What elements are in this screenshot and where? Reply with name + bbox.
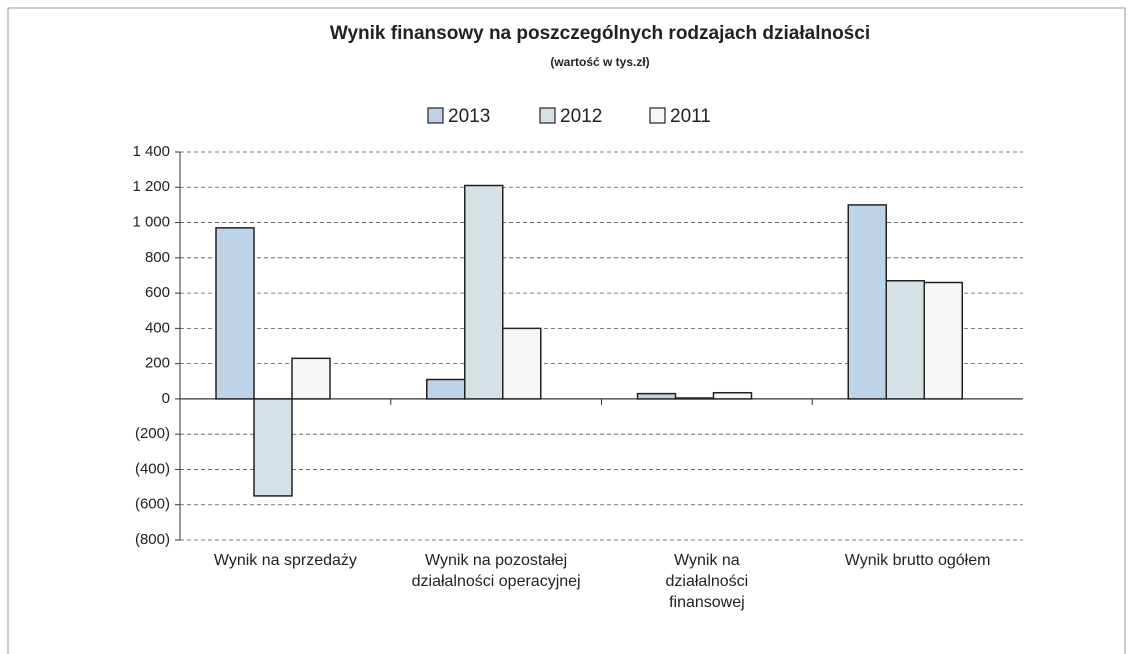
legend-label: 2013 (448, 106, 490, 127)
bar (464, 184, 504, 400)
chart-title: Wynik finansowy na poszczególnych rodzaj… (330, 23, 870, 44)
bar (674, 397, 715, 400)
y-tick-label: 200 (145, 355, 170, 372)
bar (885, 279, 925, 400)
legend-swatch (427, 107, 444, 124)
bar (291, 357, 331, 400)
bar (253, 398, 293, 497)
x-tick-label: Wynik na sprzedaży (213, 552, 357, 569)
y-tick-label: 600 (145, 284, 170, 301)
y-tick-label: 400 (145, 319, 170, 336)
x-tick-label: Wynik na pozostałej działalności operacy… (411, 552, 581, 590)
frame (7, 7, 1126, 654)
bar (636, 392, 677, 400)
y-tick-label: (400) (135, 460, 170, 477)
y-tick-label: (200) (135, 425, 170, 442)
y-tick-label: 1 400 (132, 143, 170, 160)
y-tick-label: (600) (135, 496, 170, 513)
chart-subtitle: (wartość w tys.zł) (550, 55, 649, 69)
bar (712, 391, 753, 400)
bar (502, 327, 542, 400)
legend-swatch (539, 107, 556, 124)
legend-swatch (649, 107, 666, 124)
bar (215, 227, 255, 400)
bar (923, 281, 963, 400)
legend-label: 2011 (670, 106, 711, 127)
y-tick-label: 1 000 (132, 214, 170, 231)
x-tick-label: Wynik brutto ogółem (844, 552, 991, 569)
x-tick-label: Wynik na działalności finansowej (665, 552, 749, 611)
bar (847, 204, 887, 400)
y-tick-label: 800 (145, 249, 170, 266)
bar (426, 378, 466, 400)
legend-label: 2012 (560, 106, 602, 127)
y-tick-label: 1 200 (132, 178, 170, 195)
y-tick-label: (800) (135, 531, 170, 548)
y-tick-label: 0 (162, 390, 170, 407)
